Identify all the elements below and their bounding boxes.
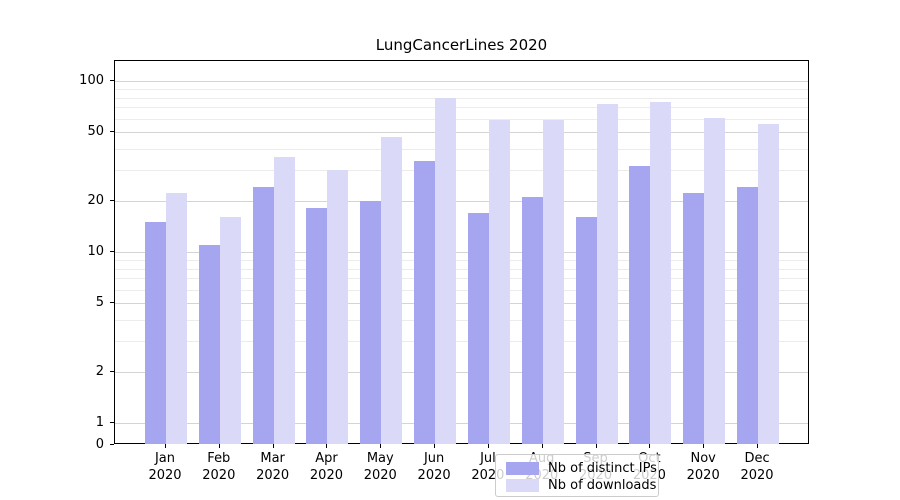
y-tick-label: 100 [79,73,104,88]
bar-downloads-aug [542,120,564,444]
gridline-major [115,371,808,373]
bar-distinct-ips-aug [521,196,543,444]
y-tick-label: 0 [95,437,104,452]
bar-distinct-ips-may [360,200,382,444]
bar-downloads-mar [273,156,295,444]
y-tick-mark [110,422,114,423]
bar-distinct-ips-jun [414,161,436,444]
bar-downloads-dec [758,124,780,444]
x-tick-label-jun: Jun 2020 [417,451,451,483]
legend-swatch-downloads [506,479,539,492]
bar-downloads-sep [596,104,618,444]
x-tick-mark [487,444,489,448]
chart-title: LungCancerLines 2020 [375,36,548,54]
x-tick-label-may: May 2020 [363,451,397,483]
legend-entry: Nb of downloads [506,477,656,494]
gridline-minor [115,97,808,99]
bar-distinct-ips-jul [467,212,489,444]
gridline-major [115,200,808,202]
y-tick-label: 1 [95,415,104,430]
x-tick-mark [218,444,220,448]
x-tick-label-apr: Apr 2020 [309,451,343,483]
legend-label: Nb of distinct IPs [548,461,657,476]
bar-distinct-ips-dec [737,186,759,444]
x-tick-mark [595,444,597,448]
gridline-major [115,132,808,134]
legend-label: Nb of downloads [548,478,657,493]
bar-downloads-jun [435,97,457,444]
y-tick-label: 2 [95,363,104,379]
bar-downloads-nov [704,117,726,444]
gridline-minor [115,320,808,322]
gridline-minor [115,107,808,109]
x-tick-label-feb: Feb 2020 [202,451,236,483]
gridline-minor [115,289,808,291]
gridline-minor [115,341,808,343]
gridline-major [115,303,808,305]
y-tick-mark [110,444,114,445]
x-tick-mark [434,444,436,448]
bar-distinct-ips-sep [575,217,597,444]
x-tick-mark [541,444,543,448]
x-tick-mark [703,444,705,448]
y-tick-mark [110,302,114,304]
gridline-minor [115,88,808,90]
x-tick-mark [380,444,382,448]
y-tick-label: 5 [95,295,104,311]
y-tick-mark [110,131,114,133]
y-tick-mark [110,370,114,372]
bar-distinct-ips-nov [683,193,705,444]
x-tick-mark [326,444,328,448]
bar-distinct-ips-jan [145,221,166,444]
bar-distinct-ips-oct [629,165,651,444]
bar-downloads-feb [219,217,241,444]
gridline-minor [115,118,808,120]
bar-downloads-jul [488,120,510,444]
x-tick-label-dec: Dec 2020 [740,451,774,483]
bar-downloads-may [381,137,403,444]
gridline-minor [115,278,808,280]
legend-entry: Nb of distinct IPs [506,460,657,477]
legend: Nb of distinct IPs Nb of downloads [495,454,659,497]
y-tick-mark [110,80,114,81]
y-tick-mark [110,199,114,201]
gridline-minor [115,149,808,151]
x-tick-label-jan: Jan 2020 [148,451,182,483]
gridline-major [115,423,808,424]
x-tick-mark [272,444,274,448]
x-tick-mark [165,444,166,448]
bar-distinct-ips-apr [306,208,328,444]
x-tick-label-mar: Mar 2020 [256,451,290,483]
bar-downloads-jan [166,193,187,444]
bar-distinct-ips-feb [198,244,220,444]
x-tick-mark [757,444,759,448]
legend-swatch-distinct-ips [506,462,539,475]
y-tick-label: 10 [87,244,104,259]
bar-distinct-ips-mar [252,186,274,444]
y-tick-label: 20 [87,192,104,208]
gridline-major [115,252,808,253]
bar-downloads-apr [327,170,349,444]
bar-downloads-oct [650,102,672,444]
y-tick-mark [110,251,114,252]
gridline-major [115,81,808,82]
gridline-minor [115,259,808,261]
gridline-minor [115,268,808,270]
y-tick-label: 50 [87,124,104,140]
gridline-minor [115,170,808,172]
x-tick-label-nov: Nov 2020 [686,451,720,483]
plot-area: Nb of distinct IPs Nb of downloads [114,60,809,497]
x-tick-mark [649,444,651,448]
